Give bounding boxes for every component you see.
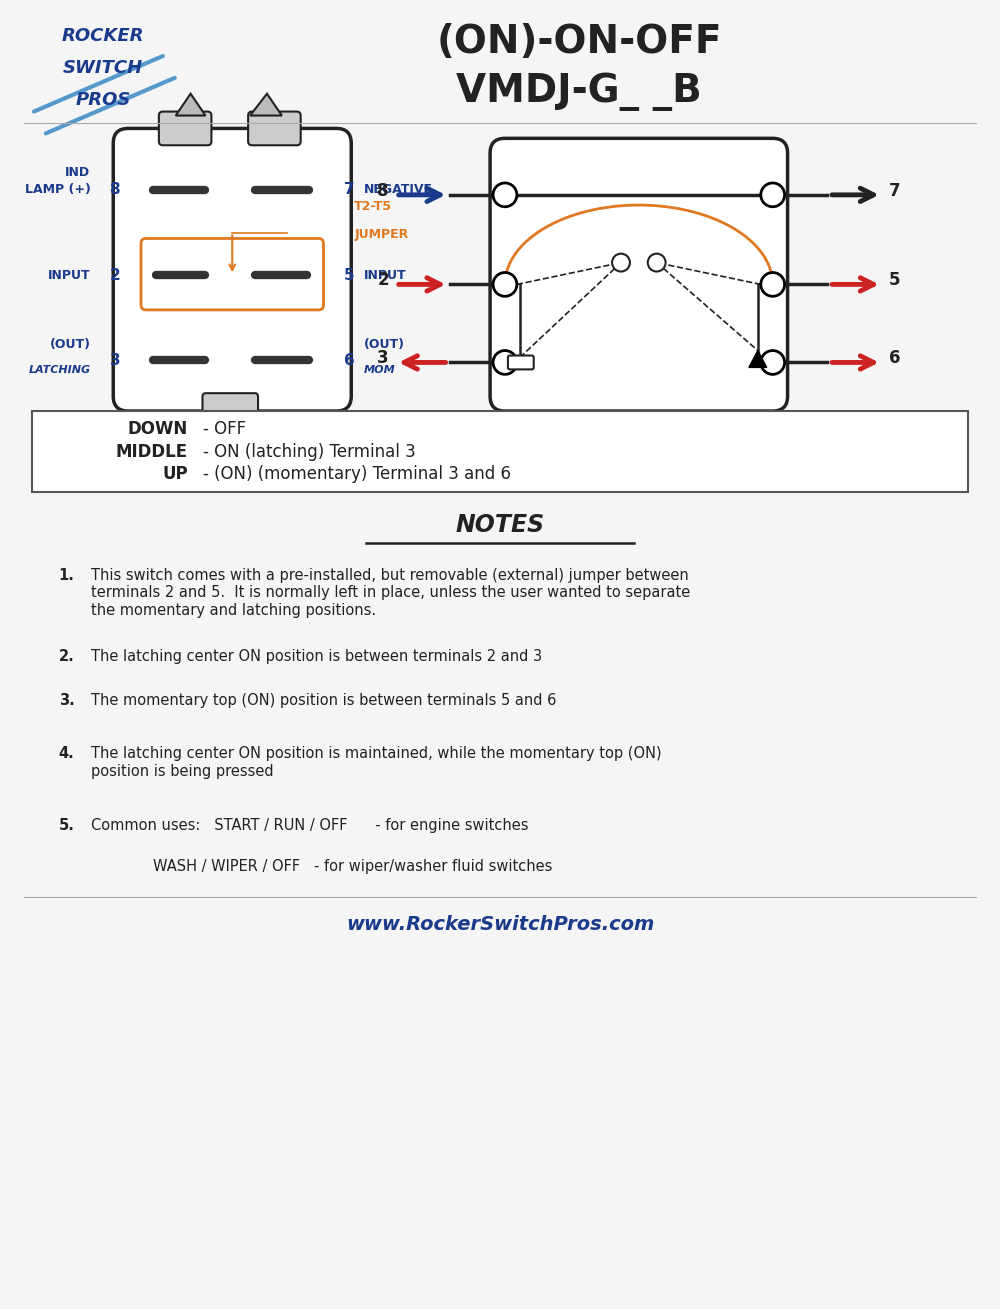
- Text: 8: 8: [377, 182, 389, 200]
- Text: 3.: 3.: [59, 692, 74, 708]
- Text: ROCKER: ROCKER: [62, 27, 145, 46]
- Circle shape: [648, 254, 666, 271]
- Text: 3: 3: [377, 350, 389, 368]
- Text: MIDDLE: MIDDLE: [116, 442, 188, 461]
- Text: 2.: 2.: [59, 649, 74, 665]
- Text: - ON (latching) Terminal 3: - ON (latching) Terminal 3: [203, 442, 415, 461]
- Text: www.RockerSwitchPros.com: www.RockerSwitchPros.com: [346, 915, 654, 935]
- Text: 8: 8: [110, 182, 120, 198]
- Text: 3: 3: [110, 353, 120, 368]
- Text: JUMPER: JUMPER: [354, 228, 408, 241]
- Text: 5: 5: [889, 271, 900, 289]
- Text: The latching center ON position is between terminals 2 and 3: The latching center ON position is betwe…: [91, 649, 543, 665]
- Circle shape: [612, 254, 630, 271]
- Text: 5: 5: [344, 267, 355, 283]
- Text: LAMP (+): LAMP (+): [25, 183, 90, 196]
- Text: (OUT): (OUT): [49, 338, 90, 351]
- Circle shape: [493, 272, 517, 296]
- Text: LATCHING: LATCHING: [28, 365, 90, 376]
- Text: SWITCH: SWITCH: [63, 59, 143, 77]
- FancyBboxPatch shape: [248, 111, 301, 145]
- Text: 1.: 1.: [59, 568, 75, 583]
- Text: 6: 6: [889, 350, 900, 368]
- Text: 4.: 4.: [59, 746, 74, 762]
- Text: (OUT): (OUT): [364, 338, 405, 351]
- FancyBboxPatch shape: [490, 139, 788, 411]
- Text: 7: 7: [889, 182, 900, 200]
- Text: - OFF: - OFF: [203, 420, 246, 439]
- Circle shape: [761, 183, 785, 207]
- Circle shape: [761, 272, 785, 296]
- Polygon shape: [749, 351, 767, 368]
- Circle shape: [761, 351, 785, 374]
- Text: 2: 2: [109, 267, 120, 283]
- Circle shape: [493, 351, 517, 374]
- Polygon shape: [250, 94, 282, 115]
- Text: INPUT: INPUT: [364, 268, 407, 281]
- FancyBboxPatch shape: [203, 393, 258, 429]
- Text: NEGATIVE: NEGATIVE: [364, 183, 433, 196]
- Text: MOM: MOM: [364, 365, 396, 376]
- Text: VMDJ-G_ _B: VMDJ-G_ _B: [456, 72, 702, 111]
- Text: The latching center ON position is maintained, while the momentary top (ON)
posi: The latching center ON position is maint…: [91, 746, 662, 779]
- Text: - (ON) (momentary) Terminal 3 and 6: - (ON) (momentary) Terminal 3 and 6: [203, 466, 511, 483]
- Text: PROS: PROS: [76, 90, 131, 109]
- FancyBboxPatch shape: [508, 356, 534, 369]
- Text: 6: 6: [344, 353, 355, 368]
- Text: 2: 2: [377, 271, 389, 289]
- Text: 5.: 5.: [59, 818, 75, 833]
- FancyBboxPatch shape: [113, 128, 351, 411]
- Text: INPUT: INPUT: [48, 268, 90, 281]
- Polygon shape: [176, 94, 205, 115]
- Text: Common uses:   START / RUN / OFF      - for engine switches: Common uses: START / RUN / OFF - for eng…: [91, 818, 529, 833]
- Text: 7: 7: [344, 182, 355, 198]
- Text: IND: IND: [65, 165, 90, 178]
- Text: NOTES: NOTES: [455, 513, 545, 537]
- Text: (ON)-ON-OFF: (ON)-ON-OFF: [437, 24, 722, 62]
- Circle shape: [493, 183, 517, 207]
- FancyBboxPatch shape: [159, 111, 211, 145]
- Text: The momentary top (ON) position is between terminals 5 and 6: The momentary top (ON) position is betwe…: [91, 692, 557, 708]
- Text: T2-T5: T2-T5: [354, 200, 392, 213]
- Text: DOWN: DOWN: [127, 420, 188, 439]
- Text: UP: UP: [162, 466, 188, 483]
- Text: WASH / WIPER / OFF   - for wiper/washer fluid switches: WASH / WIPER / OFF - for wiper/washer fl…: [153, 859, 552, 874]
- Text: This switch comes with a pre-installed, but removable (external) jumper between
: This switch comes with a pre-installed, …: [91, 568, 691, 618]
- Bar: [32, 411, 968, 492]
